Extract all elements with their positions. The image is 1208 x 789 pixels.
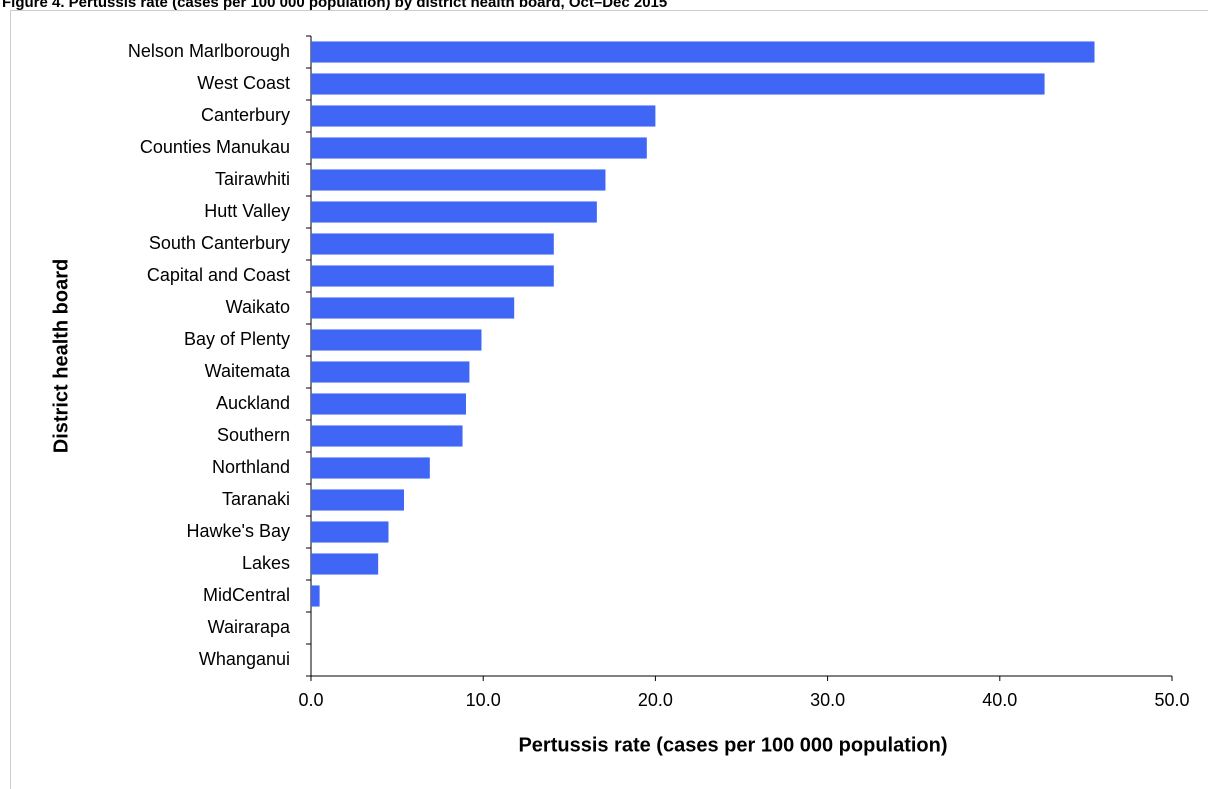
y-tick-label: Hawke's Bay <box>187 521 290 541</box>
bar <box>311 425 463 447</box>
chart-title: Figure 4. Pertussis rate (cases per 100 … <box>2 0 667 11</box>
y-tick-label: Capital and Coast <box>147 265 290 285</box>
y-tick-label: Waitemata <box>205 361 291 381</box>
bar <box>311 521 389 543</box>
y-tick-label: Whanganui <box>199 649 290 669</box>
bar <box>311 105 656 127</box>
bar <box>311 553 379 575</box>
bar <box>311 41 1095 63</box>
bar <box>311 585 320 607</box>
y-tick-label: Waikato <box>226 297 290 317</box>
x-tick-label: 40.0 <box>982 690 1017 710</box>
y-tick-label: Taranaki <box>222 489 290 509</box>
y-tick-label: Counties Manukau <box>140 137 290 157</box>
x-tick-label: 10.0 <box>466 690 501 710</box>
bar <box>311 137 647 159</box>
y-tick-label: Nelson Marlborough <box>128 41 290 61</box>
bar <box>311 489 404 511</box>
y-tick-label: Auckland <box>216 393 290 413</box>
bar <box>311 201 597 223</box>
bar <box>311 457 430 479</box>
y-axis-title: District health board <box>50 259 72 453</box>
x-tick-label: 20.0 <box>638 690 673 710</box>
bar <box>311 297 515 319</box>
y-tick-label: Canterbury <box>201 105 290 125</box>
y-tick-label: Wairarapa <box>208 617 291 637</box>
y-tick-label: Bay of Plenty <box>184 329 290 349</box>
bar <box>311 233 554 255</box>
y-tick-label: South Canterbury <box>149 233 290 253</box>
bar <box>311 73 1045 95</box>
y-tick-label: Hutt Valley <box>204 201 290 221</box>
y-tick-label: Southern <box>217 425 290 445</box>
y-tick-label: Tairawhiti <box>215 169 290 189</box>
y-tick-label: West Coast <box>197 73 290 93</box>
x-axis-title: Pertussis rate (cases per 100 000 popula… <box>518 734 947 756</box>
bar <box>311 393 466 415</box>
x-tick-label: 50.0 <box>1154 690 1189 710</box>
x-tick-label: 0.0 <box>298 690 323 710</box>
x-tick-label: 30.0 <box>810 690 845 710</box>
bar <box>311 329 482 351</box>
bar <box>311 169 606 191</box>
chart-border <box>10 10 1208 789</box>
bar <box>311 265 554 287</box>
y-tick-label: Lakes <box>242 553 290 573</box>
y-tick-label: Northland <box>212 457 290 477</box>
bar <box>311 361 470 383</box>
y-tick-label: MidCentral <box>203 585 290 605</box>
